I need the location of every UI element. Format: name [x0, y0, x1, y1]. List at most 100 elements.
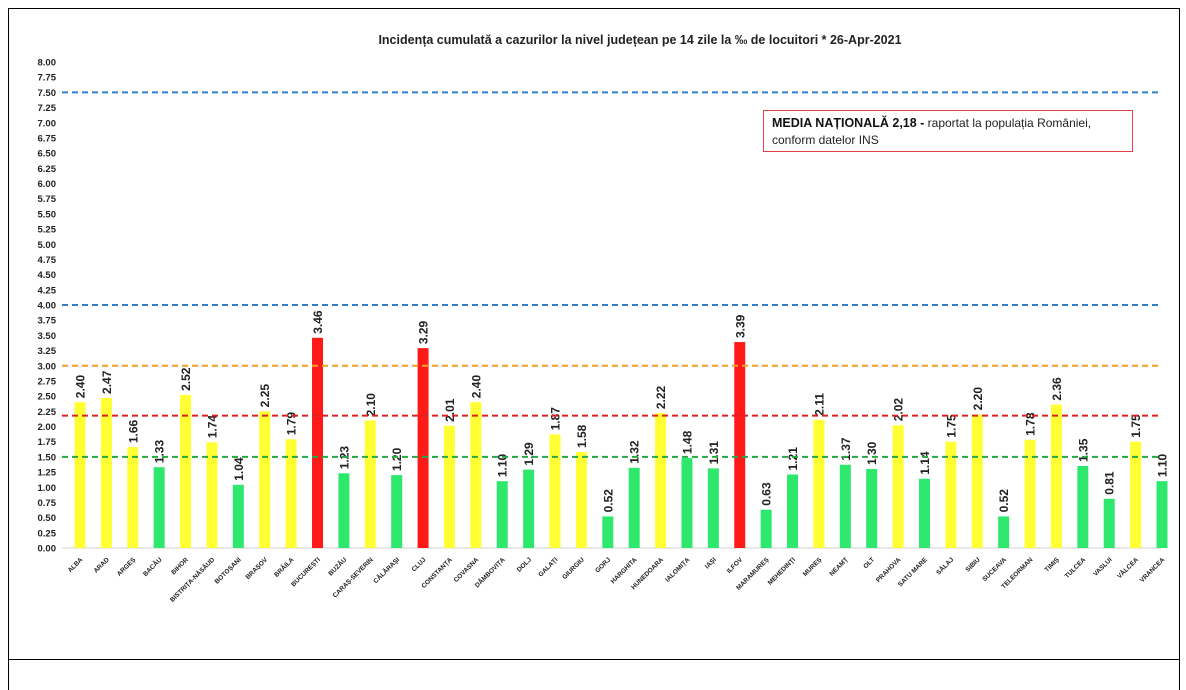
data-label: 1.32: [628, 440, 642, 464]
category-label: DOLJ: [516, 556, 533, 573]
category-label: IAȘI: [704, 556, 718, 570]
y-tick-label: 6.25: [38, 164, 57, 175]
bar: [707, 468, 719, 548]
category-label: CĂLĂRAȘI: [371, 555, 401, 585]
y-tick-label: 5.75: [38, 194, 57, 205]
y-tick-label: 2.75: [38, 376, 57, 387]
y-tick-label: 7.75: [38, 73, 57, 84]
data-label: 1.04: [232, 457, 246, 481]
category-label: CLUJ: [411, 556, 428, 573]
category-label: NEAMȚ: [828, 556, 849, 577]
data-label: 1.75: [1129, 414, 1143, 438]
data-label: 2.11: [812, 393, 826, 416]
bar: [918, 478, 930, 548]
chart-frame: [8, 8, 1180, 660]
data-label: 2.22: [654, 385, 668, 409]
y-tick-label: 7.50: [38, 88, 57, 99]
data-label: 3.39: [733, 314, 747, 338]
bar: [496, 481, 508, 548]
bar: [839, 464, 851, 548]
y-tick-label: 7.25: [38, 103, 57, 114]
category-label: IALOMIȚA: [664, 556, 691, 583]
category-label: GORJ: [594, 556, 612, 574]
bar: [470, 402, 482, 548]
y-tick-label: 2.25: [38, 407, 57, 418]
data-label: 1.35: [1076, 438, 1090, 462]
category-label: GALAȚI: [537, 556, 559, 578]
note-bold: MEDIA NAȚIONALĂ 2,18 -: [772, 116, 925, 130]
bar: [364, 420, 376, 548]
bar: [628, 467, 640, 548]
chart-frame-bottom: [8, 660, 1180, 690]
y-tick-label: 4.25: [38, 285, 57, 296]
y-tick-label: 8.00: [38, 58, 57, 69]
bar: [1077, 465, 1089, 548]
data-label: 3.29: [417, 320, 431, 344]
bar: [602, 516, 614, 548]
y-tick-label: 3.50: [38, 331, 57, 342]
data-label: 2.20: [971, 387, 985, 411]
data-label: 2.52: [179, 367, 193, 391]
category-label: BOTOȘANI: [214, 556, 243, 585]
y-tick-label: 0.00: [38, 544, 57, 555]
bar: [1156, 481, 1168, 548]
category-label: PRAHOVA: [875, 556, 903, 584]
bar: [153, 467, 165, 548]
bar: [549, 434, 561, 548]
bar: [971, 414, 983, 548]
category-label: TIMIȘ: [1044, 556, 1062, 574]
y-tick-label: 0.75: [38, 498, 57, 509]
category-label: MUREȘ: [802, 556, 824, 578]
category-label: ALBA: [67, 556, 85, 574]
bar: [206, 442, 218, 548]
category-label: ARGEȘ: [116, 556, 138, 578]
data-label: 1.21: [786, 447, 800, 471]
bar: [100, 397, 112, 548]
bar: [866, 469, 878, 548]
y-tick-label: 2.50: [38, 392, 57, 403]
category-label: VASLUI: [1092, 556, 1114, 578]
bar: [312, 337, 324, 548]
bar: [74, 402, 86, 548]
bar: [232, 484, 244, 548]
data-label: 0.52: [601, 489, 615, 513]
data-label: 2.25: [258, 384, 272, 408]
bar: [1130, 441, 1142, 548]
data-label: 1.30: [865, 441, 879, 465]
data-label: 1.58: [575, 424, 589, 448]
chart-title: Incidența cumulată a cazurilor la nivel …: [378, 33, 901, 47]
bar: [655, 413, 667, 548]
national-average-note: MEDIA NAȚIONALĂ 2,18 - raportat la popul…: [763, 110, 1133, 152]
bar: [417, 348, 429, 548]
y-tick-label: 6.50: [38, 149, 57, 160]
bar: [1024, 439, 1036, 548]
y-tick-label: 0.25: [38, 528, 57, 539]
data-label: 0.52: [997, 489, 1011, 513]
data-label: 0.63: [760, 482, 774, 506]
bar: [575, 452, 587, 548]
data-label: 3.46: [311, 310, 325, 334]
category-label: SIBIU: [964, 556, 981, 573]
y-tick-label: 5.00: [38, 240, 57, 251]
category-label: VRANCEA: [1139, 556, 1167, 584]
bar: [338, 473, 350, 548]
bar: [760, 509, 772, 548]
data-label: 2.36: [1050, 377, 1064, 401]
category-label: ARAD: [93, 556, 111, 574]
data-label: 1.79: [285, 412, 299, 436]
category-label: BACĂU: [141, 555, 164, 578]
data-label: 1.10: [1156, 453, 1170, 477]
category-label: OLT: [862, 556, 876, 570]
bar: [1050, 404, 1062, 548]
bar: [443, 425, 455, 548]
category-label: VÂLCEA: [1115, 555, 1140, 580]
y-tick-label: 4.50: [38, 270, 57, 281]
y-tick-label: 1.75: [38, 437, 57, 448]
y-tick-label: 1.25: [38, 468, 57, 479]
y-tick-label: 1.00: [38, 483, 57, 494]
y-tick-label: 2.00: [38, 422, 57, 433]
y-tick-label: 3.75: [38, 316, 57, 327]
data-label: 2.40: [74, 375, 88, 399]
data-label: 1.78: [1024, 412, 1038, 436]
